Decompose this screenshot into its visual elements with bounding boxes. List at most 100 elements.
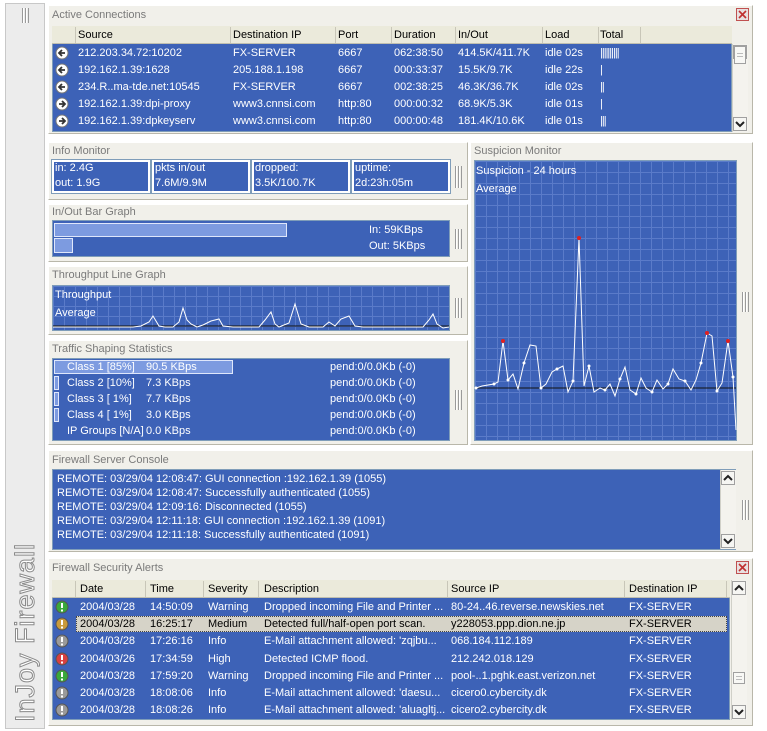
grip[interactable] <box>455 298 462 318</box>
graph-label: Suspicion - 24 hours <box>476 165 577 177</box>
suspicion-point <box>683 379 687 383</box>
connection-cell: |||||||||| <box>600 47 620 59</box>
alert-cell: 2004/03/28 <box>80 601 136 613</box>
grip[interactable] <box>742 500 749 520</box>
class-name: Class 4 [ 1%] <box>67 409 132 421</box>
suspicion-point <box>715 389 719 393</box>
suspicion-point <box>634 392 638 396</box>
connection-cell: idle 01s <box>545 115 583 128</box>
alert-cell: Dropped incoming File and Printer ... <box>264 669 444 682</box>
close-x[interactable] <box>738 563 747 572</box>
alert-cell: 212.242.018.129 <box>451 652 534 665</box>
scroll-down-svg <box>733 117 747 131</box>
connection-cell: 062:38:50 <box>394 47 443 59</box>
grip[interactable] <box>455 229 462 249</box>
column-header: Source <box>78 29 113 41</box>
btn[interactable] <box>732 705 746 719</box>
console-line: REMOTE: 03/29/04 12:11:18: Successfully … <box>57 529 370 541</box>
table-header <box>52 580 730 598</box>
connection-cell: 234.R..ma-tde.net:10545 <box>78 81 200 94</box>
direction-icon <box>55 114 69 128</box>
icon-mark <box>61 671 63 677</box>
severity-icon-svg <box>55 669 69 683</box>
column-divider <box>335 27 336 43</box>
connection-cell: 181.4K/10.6K <box>458 115 525 128</box>
suspicion-point <box>731 375 735 379</box>
connection-cell: www3.cnnsi.com <box>233 115 316 128</box>
connection-cell: FX-SERVER <box>233 47 296 59</box>
grip[interactable] <box>455 390 462 410</box>
column-divider <box>75 581 76 597</box>
btn[interactable] <box>721 471 735 485</box>
btn[interactable] <box>732 581 746 595</box>
scroll-up <box>721 471 735 485</box>
alert-cell: 17:26:16 <box>150 635 193 648</box>
icon-mark <box>61 637 63 643</box>
arrow[interactable] <box>735 121 745 128</box>
direction-icon-svg <box>55 97 69 111</box>
suspicion-point <box>577 236 581 240</box>
scrollbar[interactable] <box>731 580 747 720</box>
column-header: Load <box>545 29 570 41</box>
connection-cell: 6667 <box>338 47 363 59</box>
icon-mark <box>61 654 63 660</box>
scrollbar[interactable] <box>732 44 748 132</box>
column-divider <box>455 27 456 43</box>
alert-cell: cicero2.cybercity.dk <box>451 704 547 717</box>
sidebar-title: InJoy Firewall <box>10 542 41 722</box>
column-header: Date <box>80 583 104 595</box>
direction-icon-svg <box>55 114 69 128</box>
alert-cell: 16:25:17 <box>150 618 193 631</box>
arrow[interactable] <box>723 474 733 481</box>
alert-cell: 2004/03/26 <box>80 652 136 665</box>
class-rate: 3.0 KBps <box>146 409 191 421</box>
bar-label: In: 59KBps <box>369 224 423 236</box>
info-value: pkts in/out <box>155 162 206 174</box>
suspicion-point <box>705 331 709 335</box>
alert-cell: 17:59:20 <box>150 669 193 682</box>
severity-icon <box>55 669 69 683</box>
btn[interactable] <box>721 534 735 548</box>
grip[interactable] <box>742 292 749 312</box>
connection-cell: idle 22s <box>545 64 583 77</box>
scroll-down-svg <box>721 534 735 548</box>
scrollbar[interactable] <box>720 470 736 549</box>
connection-cell: 68.9K/5.3K <box>458 98 513 111</box>
btn[interactable] <box>733 117 747 131</box>
suspicion-point <box>603 388 607 392</box>
suspicion-point <box>506 378 510 382</box>
arrow[interactable] <box>734 709 744 716</box>
connection-cell: 002:38:25 <box>394 81 443 94</box>
arrow[interactable] <box>723 538 733 545</box>
suspicion-point <box>618 377 622 381</box>
alert-cell: 2004/03/28 <box>80 635 136 648</box>
arrow[interactable] <box>734 584 744 591</box>
column-divider <box>640 27 641 43</box>
alert-cell: 068.184.112.189 <box>451 635 533 648</box>
suspicion-point <box>571 379 575 383</box>
column-header: Severity <box>208 583 248 595</box>
connection-cell: 000:33:37 <box>394 64 443 77</box>
alert-cell: Detected ICMP flood. <box>264 652 369 665</box>
grip[interactable] <box>455 166 462 188</box>
alert-cell: FX-SERVER <box>629 704 692 717</box>
scroll-thumb[interactable] <box>734 46 746 64</box>
suspicion-point <box>699 361 703 365</box>
blue-area <box>52 469 736 550</box>
class-name: Class 2 [10%] <box>67 377 135 389</box>
alert-cell: Detected full/half-open port scan. <box>264 618 426 631</box>
column-header: Port <box>338 29 359 41</box>
column-divider <box>230 27 231 43</box>
scroll-thumb[interactable] <box>733 672 745 684</box>
grip[interactable] <box>22 8 29 23</box>
graph-label: Average <box>476 183 517 195</box>
column-divider <box>145 581 146 597</box>
icon-arrow <box>59 100 67 108</box>
close-x[interactable] <box>738 10 747 19</box>
column-divider <box>258 581 259 597</box>
icon-mark <box>61 706 63 712</box>
severity-icon-svg <box>55 600 69 614</box>
class-rate: 7.3 KBps <box>146 377 191 389</box>
column-divider <box>203 581 204 597</box>
class-name: Class 3 [ 1%] <box>67 393 132 405</box>
